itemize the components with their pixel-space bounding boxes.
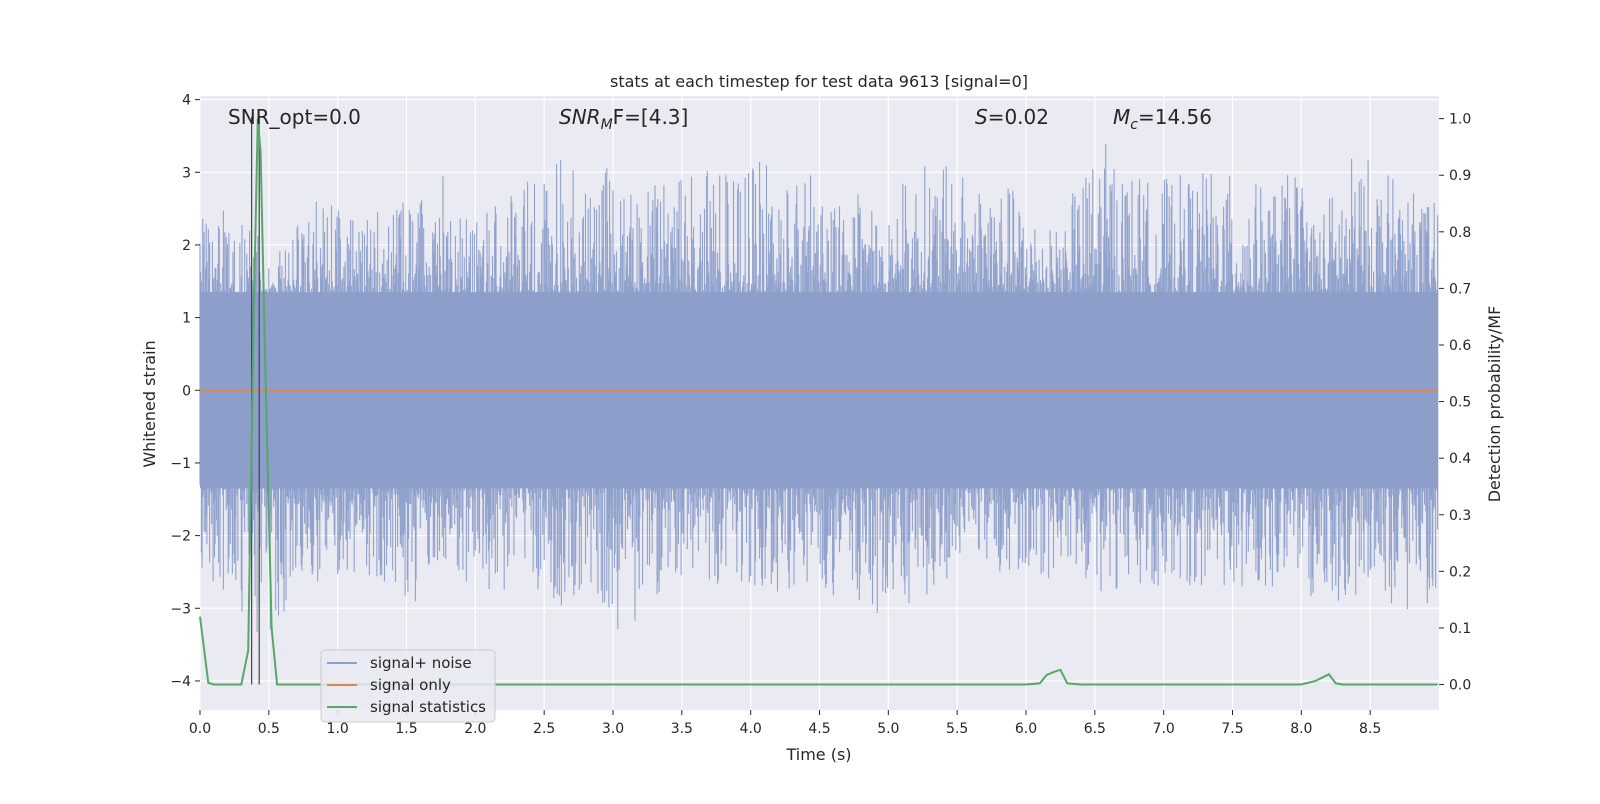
x-tick-label: 8.0	[1290, 721, 1312, 737]
x-tick-label: 5.0	[877, 721, 899, 737]
y-right-tick-label: 0.6	[1449, 338, 1471, 354]
x-tick-label: 6.0	[1015, 721, 1037, 737]
annotation-snr-mf: SNRMF=[4.3]	[559, 105, 688, 133]
y-right-tick-label: 0.3	[1449, 508, 1471, 524]
y-tick-label: 2	[182, 238, 191, 254]
y-tick-label: 1	[182, 311, 191, 327]
x-tick-label: 7.5	[1221, 721, 1243, 737]
y-tick-label: −4	[170, 674, 191, 690]
x-tick-label: 6.5	[1084, 721, 1106, 737]
annotation-mc-italic: M	[1113, 105, 1130, 129]
annotation-snr-mf-sub: M	[601, 117, 613, 133]
y-tick-label: −2	[170, 529, 191, 545]
annotation-mc-sub: c	[1130, 117, 1138, 133]
annotation-snr-opt: SNR_opt=0.0	[228, 105, 361, 129]
y-right-tick-label: 0.8	[1449, 225, 1471, 241]
annotation-mc-rest: =14.56	[1138, 105, 1212, 129]
x-axis-label: Time (s)	[785, 745, 851, 764]
y-right-tick-label: 0.9	[1449, 168, 1471, 184]
x-tick-label: 5.5	[946, 721, 968, 737]
x-tick-label: 0.0	[189, 721, 211, 737]
y-right-tick-label: 0.5	[1449, 395, 1471, 411]
x-tick-label: 3.5	[671, 721, 693, 737]
tick-layer: 0.0 0.5 1.0 1.5 2.0 2.5 3.0 3.5 4.0 4.5 5.0 5.5 6.0 6…	[170, 93, 1471, 737]
legend-label-signal-statistics: signal statistics	[370, 698, 486, 716]
legend: signal+ noise signal only signal statist…	[320, 649, 496, 723]
y-right-tick-label: 0.7	[1449, 281, 1471, 297]
legend-box	[320, 649, 496, 723]
annotation-s-italic: S	[975, 105, 988, 129]
annotation-s: S=0.02	[975, 105, 1049, 129]
y-tick-label: 0	[182, 383, 191, 399]
annotation-mc: Mc=14.56	[1113, 105, 1212, 133]
x-tick-label: 4.0	[740, 721, 762, 737]
y-tick-label: 4	[182, 93, 191, 109]
annotation-s-rest: =0.02	[988, 105, 1049, 129]
signal-statistics-line	[199, 118, 1438, 686]
x-tick-label: 1.5	[395, 721, 417, 737]
y-right-tick-label: 0.0	[1449, 678, 1471, 694]
x-tick-label: 2.5	[533, 721, 555, 737]
y-right-tick-label: 1.0	[1449, 112, 1471, 128]
x-tick-label: 2.0	[464, 721, 486, 737]
legend-label-signal-noise: signal+ noise	[370, 654, 472, 672]
x-tick-label: 4.5	[808, 721, 830, 737]
y-axis-label: Whitened strain	[140, 340, 159, 467]
chart-title: stats at each timestep for test data 961…	[610, 72, 1028, 91]
x-tick-label: 7.0	[1153, 721, 1175, 737]
legend-label-signal-only: signal only	[370, 676, 451, 694]
line-layer	[199, 116, 1438, 686]
y-right-tick-label: 0.2	[1449, 564, 1471, 580]
y-tick-label: 3	[182, 165, 191, 181]
x-tick-label: 0.5	[258, 721, 280, 737]
y-right-tick-label: 0.1	[1449, 621, 1471, 637]
annotation-snr-mf-italic: SNR	[559, 105, 601, 129]
x-tick-label: 1.0	[327, 721, 349, 737]
annotation-snr-mf-rest: F=[4.3]	[613, 105, 689, 129]
y-axis-label-right: Detection probability/MF	[1485, 306, 1504, 503]
y-tick-label: −3	[170, 601, 191, 617]
x-tick-label: 8.5	[1359, 721, 1381, 737]
x-tick-label: 3.0	[602, 721, 624, 737]
y-tick-label: −1	[170, 456, 191, 472]
y-right-tick-label: 0.4	[1449, 451, 1471, 467]
